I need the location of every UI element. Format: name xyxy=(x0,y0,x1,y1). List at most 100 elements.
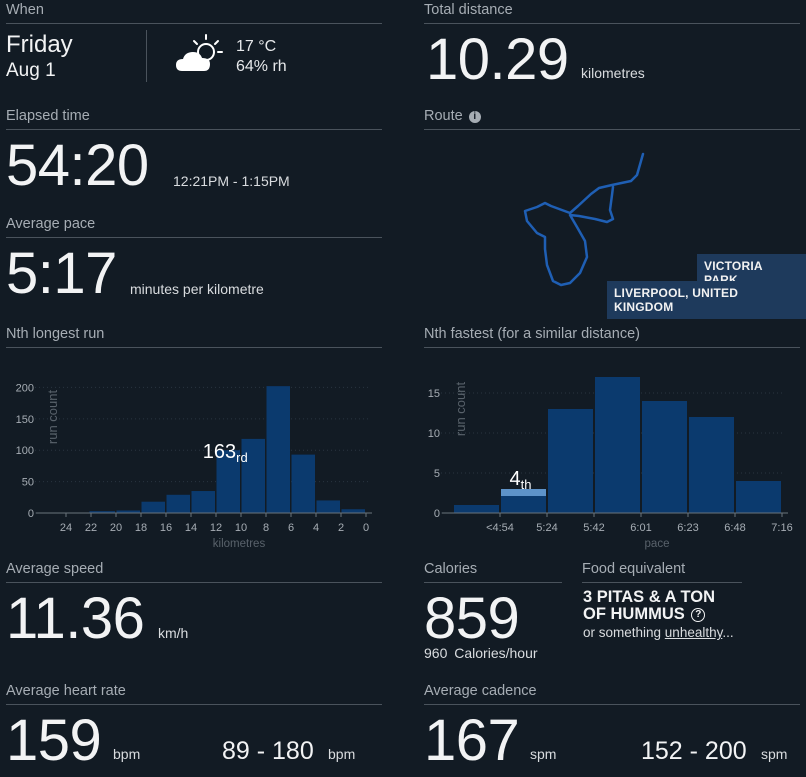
bar xyxy=(141,501,165,513)
food-alt-prefix: or something xyxy=(583,625,665,640)
food-line-2: OF HUMMUS xyxy=(583,605,685,623)
bar xyxy=(266,386,290,513)
x-tick-label: 0 xyxy=(363,522,369,534)
bar xyxy=(595,377,640,513)
y-tick-label: 15 xyxy=(428,388,440,400)
bar xyxy=(454,505,499,513)
temperature: 17 °C xyxy=(236,38,277,55)
fastest-rank-suffix: th xyxy=(521,477,532,492)
longest-run-ylabel: run count xyxy=(45,390,60,445)
fastest-chart: run count 0 5 10 15 <4:54 5:24 5:42 6:01 6:23 6:… xyxy=(428,377,793,550)
bar xyxy=(316,500,340,513)
when-section-title: When xyxy=(6,2,382,24)
y-tick-label: 150 xyxy=(16,414,34,426)
longest-run-xlabel: kilometres xyxy=(213,538,266,550)
x-tick-label: 12 xyxy=(210,522,222,534)
route-map[interactable] xyxy=(515,145,655,290)
highlight-cap xyxy=(501,489,546,496)
average-speed-title: Average speed xyxy=(6,561,382,583)
x-tick-label: 6:48 xyxy=(724,522,745,534)
x-tick-label: 20 xyxy=(110,522,122,534)
fastest-ylabel: run count xyxy=(453,382,468,437)
bar xyxy=(116,510,140,513)
route-section-title: Route i xyxy=(424,108,800,130)
cadence-value: 167 xyxy=(424,708,520,773)
x-tick-label: 10 xyxy=(235,522,247,534)
fastest-xlabel: pace xyxy=(645,538,670,550)
calories-value: 859 xyxy=(424,586,520,651)
y-tick-label: 0 xyxy=(434,508,440,520)
elapsed-time-range: 12:21PM - 1:15PM xyxy=(173,173,290,189)
calories-title: Calories xyxy=(424,561,562,583)
cadence-unit: spm xyxy=(530,746,557,762)
average-speed-value: 11.36 xyxy=(6,586,145,651)
bar xyxy=(291,454,315,513)
calories-rate: 960 Calories/hour xyxy=(424,645,538,661)
x-tick-label: 6:23 xyxy=(677,522,698,534)
highlighted-bar xyxy=(216,450,240,513)
cadence-range: 152 - 200 xyxy=(641,737,747,765)
unhealthy-link[interactable]: unhealthy xyxy=(664,625,723,640)
x-tick-label: 22 xyxy=(85,522,97,534)
food-line-1: 3 PITAS & A TON xyxy=(583,588,716,606)
x-tick-label: 8 xyxy=(263,522,269,534)
weekday: Friday xyxy=(6,31,73,58)
y-tick-label: 100 xyxy=(16,445,34,457)
cadence-title: Average cadence xyxy=(424,683,800,705)
total-distance-unit: kilometres xyxy=(581,65,645,81)
info-icon[interactable]: i xyxy=(468,111,481,123)
elapsed-time-value: 54:20 xyxy=(6,133,149,198)
x-tick-label: 7:16 xyxy=(771,522,792,534)
x-tick-label: <4:54 xyxy=(486,522,514,534)
total-distance-value: 10.29 xyxy=(426,27,569,92)
fastest-title: Nth fastest (for a similar distance) xyxy=(424,326,800,348)
x-tick-label: 14 xyxy=(185,522,197,534)
y-tick-label: 10 xyxy=(428,428,440,440)
food-alt-suffix: ... xyxy=(722,625,734,640)
y-tick-label: 200 xyxy=(16,382,34,394)
partly-sunny-icon xyxy=(174,33,224,75)
bar xyxy=(89,511,115,513)
y-tick-label: 50 xyxy=(22,477,34,489)
calories-rate-unit: Calories/hour xyxy=(454,645,538,661)
longest-run-title: Nth longest run xyxy=(6,326,382,348)
bar xyxy=(166,494,190,513)
bar xyxy=(241,438,265,513)
bar xyxy=(642,401,687,513)
bar xyxy=(736,481,781,513)
date: Aug 1 xyxy=(6,60,56,81)
average-pace-unit: minutes per kilometre xyxy=(130,281,264,297)
fastest-rank-number: 4 xyxy=(510,468,521,490)
fastest-rank: 4th xyxy=(510,468,532,492)
x-tick-label: 24 xyxy=(60,522,72,534)
food-description: 3 PITAS & A TON OF HUMMUS ? xyxy=(583,589,715,623)
route-title: Route xyxy=(424,108,463,124)
heart-rate-range: 89 - 180 xyxy=(222,737,314,765)
bar xyxy=(689,417,734,513)
heart-rate-value: 159 xyxy=(6,708,102,773)
longest-run-rank-number: 163 xyxy=(203,441,236,463)
help-icon[interactable]: ? xyxy=(691,608,706,622)
x-tick-label: 5:24 xyxy=(536,522,557,534)
humidity: 64% rh xyxy=(236,58,287,75)
food-title: Food equivalent xyxy=(582,561,742,583)
x-tick-label: 5:42 xyxy=(583,522,604,534)
average-pace-title: Average pace xyxy=(6,216,382,238)
x-tick-label: 2 xyxy=(338,522,344,534)
x-tick-label: 6 xyxy=(288,522,294,534)
bar xyxy=(191,491,215,513)
x-tick-label: 16 xyxy=(160,522,172,534)
heart-rate-title: Average heart rate xyxy=(6,683,382,705)
location-city: LIVERPOOL, UNITED KINGDOM xyxy=(607,281,806,319)
average-speed-unit: km/h xyxy=(158,625,189,641)
bar xyxy=(341,509,365,513)
route-path xyxy=(523,152,645,287)
food-line-2-row: OF HUMMUS ? xyxy=(583,606,715,623)
total-distance-title: Total distance xyxy=(424,2,800,24)
when-divider xyxy=(146,30,147,82)
longest-run-rank: 163rd xyxy=(203,441,248,465)
x-tick-label: 4 xyxy=(313,522,319,534)
x-tick-label: 6:01 xyxy=(630,522,651,534)
food-alternative: or something unhealthy... xyxy=(583,625,734,640)
average-pace-value: 5:17 xyxy=(6,241,117,306)
